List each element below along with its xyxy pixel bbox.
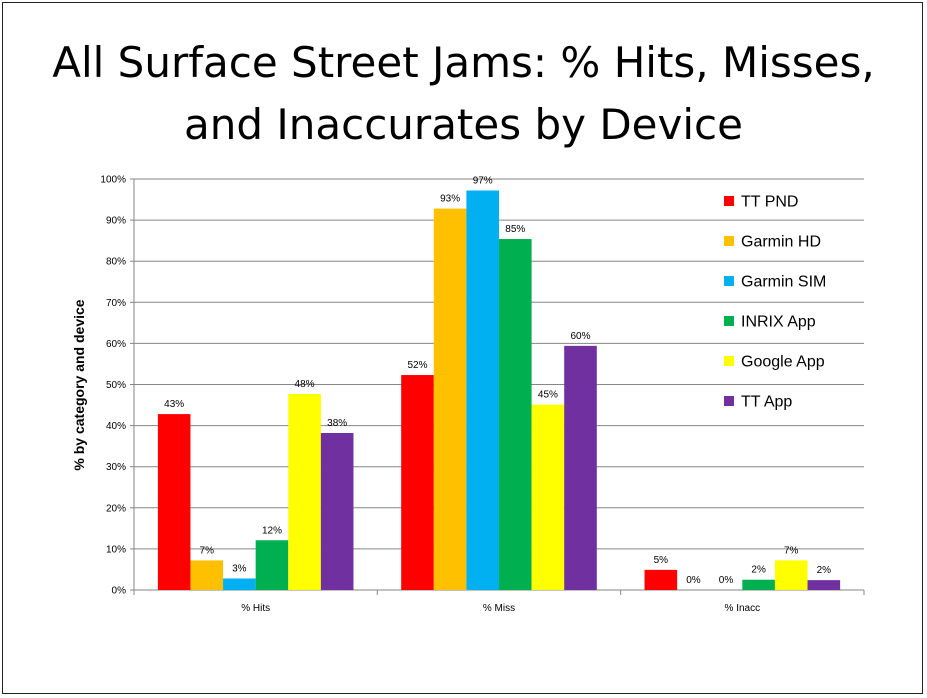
legend-label: TT App (741, 394, 792, 411)
y-tick-label: 60% (106, 339, 126, 350)
y-tick-labels: 0% 10% 20% 30% 40% 50% 60% 70% 80% 90% 100% (100, 175, 126, 597)
legend-label: TT PND (741, 194, 798, 211)
bar (499, 239, 532, 591)
bar (401, 375, 434, 590)
y-tick-label: 90% (106, 216, 126, 227)
y-tick-label: 10% (106, 544, 126, 555)
data-label: 5% (654, 555, 669, 566)
category-label: % Miss (483, 603, 515, 614)
legend-swatch (724, 316, 734, 326)
data-label: 7% (784, 545, 799, 556)
category-label: % Inacc (725, 603, 761, 614)
bars (157, 190, 841, 591)
data-label: 52% (407, 360, 427, 371)
legend-swatch (724, 396, 734, 406)
data-label: 93% (440, 194, 460, 205)
bar (466, 190, 499, 590)
data-label: 97% (473, 176, 493, 187)
y-tick-label: 100% (100, 175, 126, 186)
legend-swatch (724, 276, 734, 286)
legend-label: Google App (741, 354, 825, 371)
category-labels: % Hits % Miss % Inacc (241, 603, 760, 614)
bar (190, 560, 224, 590)
y-tick-label: 0% (112, 586, 127, 597)
y-tick-label: 40% (106, 421, 126, 432)
y-tick-label: 20% (106, 503, 126, 514)
chart-title-line-1: All Surface Street Jams: % Hits, Misses, (52, 38, 875, 87)
legend-swatch (724, 236, 734, 246)
legend-label: INRIX App (741, 314, 816, 331)
data-label: 0% (686, 575, 701, 586)
data-label: 43% (164, 399, 184, 410)
y-tick-label: 50% (106, 380, 126, 391)
legend-swatch (724, 356, 734, 366)
y-tick-label: 80% (106, 257, 126, 268)
data-label: 0% (719, 575, 734, 586)
chart-title-line-2: and Inaccurates by Device (184, 100, 743, 149)
data-label: 48% (295, 379, 315, 390)
bar (255, 540, 289, 590)
bar (288, 393, 321, 590)
data-label: 2% (817, 565, 832, 576)
legend: TT PND Garmin HD Garmin SIM INRIX App Google… (724, 194, 826, 411)
bar (807, 580, 841, 590)
data-label: 7% (200, 545, 215, 556)
bar (742, 579, 775, 590)
data-label: 2% (751, 565, 766, 576)
data-label: 3% (232, 563, 247, 574)
data-label: 38% (327, 418, 347, 429)
data-labels: 43% 7% 3% 12% 48% 38% 52% 93% 97% 85% 45% 60% 5% 0% 0%… (164, 176, 831, 586)
data-label: 85% (505, 224, 525, 235)
legend-swatch (724, 196, 734, 206)
bar (433, 208, 467, 591)
y-axis-label: % by category and device (71, 299, 87, 470)
bar (564, 345, 597, 590)
bar (320, 432, 354, 590)
bar (157, 414, 191, 590)
y-tick-label: 30% (106, 462, 126, 473)
data-label: 60% (570, 331, 590, 342)
y-tick-label: 70% (106, 298, 126, 309)
bar (644, 569, 678, 590)
legend-label: Garmin HD (741, 234, 821, 251)
category-label: % Hits (241, 603, 270, 614)
bar (774, 560, 808, 590)
bar (531, 404, 565, 590)
legend-label: Garmin SIM (741, 274, 826, 291)
data-label: 45% (538, 390, 558, 401)
bar (223, 578, 256, 590)
data-label: 12% (262, 525, 282, 536)
